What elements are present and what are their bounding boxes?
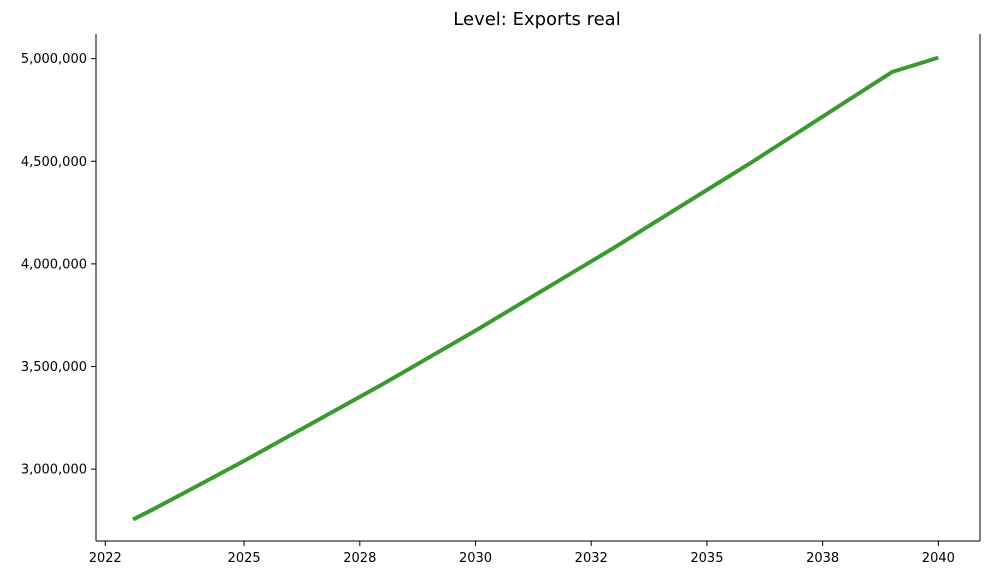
chart-title: Level: Exports real (453, 9, 620, 30)
y-tick-label: 5,000,000 (21, 52, 87, 67)
y-tick-label: 4,500,000 (21, 155, 87, 170)
x-tick-label: 2022 (89, 551, 122, 566)
x-axis: 2022 2025 2028 2030 2032 2035 2038 2040 (89, 541, 955, 566)
y-tick-label: 3,000,000 (21, 463, 87, 478)
x-tick-label: 2025 (228, 551, 261, 566)
x-tick-label: 2038 (806, 551, 839, 566)
y-axis: 3,000,000 3,500,000 4,000,000 4,500,000 5,00… (21, 52, 96, 478)
x-tick-label: 2032 (575, 551, 608, 566)
series-line-0 (132, 55, 939, 522)
y-tick-label: 3,500,000 (21, 360, 87, 375)
plot-area (132, 55, 939, 522)
x-tick-label: 2028 (343, 551, 376, 566)
axis-spines (95, 34, 981, 542)
x-tick-label: 2040 (922, 551, 955, 566)
y-tick-label: 4,000,000 (21, 257, 87, 272)
x-tick-label: 2035 (690, 551, 723, 566)
x-tick-label: 2030 (459, 551, 492, 566)
